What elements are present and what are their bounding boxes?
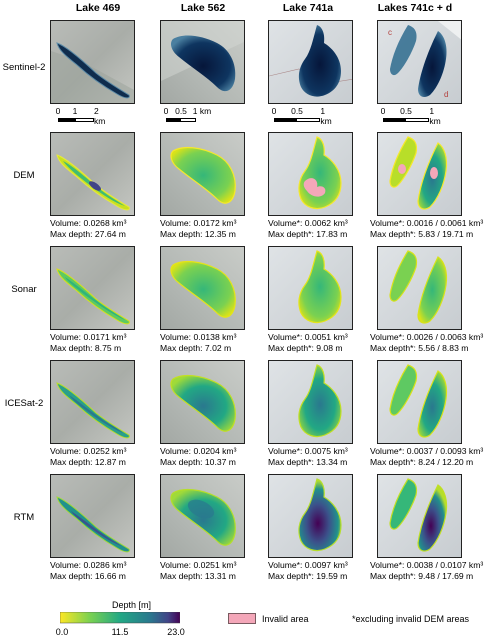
map-sonar-lake-741a	[268, 246, 353, 330]
map-dem-lakes-741cd	[377, 132, 462, 216]
lake-letter-c: c	[388, 28, 392, 37]
row-label-sentinel2: Sentinel-2	[2, 62, 46, 73]
map-rtm-lake-562	[160, 474, 245, 558]
scalebar-lake-562: 0 0.5 1 km	[164, 106, 226, 124]
map-icesat2-lakes-741cd	[377, 360, 462, 444]
caption-icesat2-lake-741a: Volume*: 0.0075 km³ Max depth*: 13.34 m	[268, 446, 348, 467]
caption-rtm-lakes-741cd: Volume*: 0.0038 / 0.0107 km³ Max depth*: …	[370, 560, 484, 581]
map-dem-lake-562	[160, 132, 245, 216]
map-rtm-lake-741a	[268, 474, 353, 558]
lake-469-water	[56, 42, 130, 99]
invalid-area	[303, 178, 326, 197]
invalid-area-label: Invalid area	[262, 614, 309, 624]
column-title-lakes-741cd: Lakes 741c + d	[377, 2, 453, 14]
legend-tick-min: 0.0	[55, 627, 69, 637]
caption-sonar-lake-469: Volume: 0.0171 km³ Max depth: 8.75 m	[50, 332, 127, 353]
lake-741c-water	[390, 25, 417, 76]
column-title-lake-741a: Lake 741a	[282, 2, 334, 14]
column-title-lake-562: Lake 562	[180, 2, 226, 14]
scalebar-lake-469: 0 1 2 km	[55, 106, 106, 126]
map-sentinel2-lakes-741cd: c d	[377, 20, 462, 104]
caption-rtm-lake-562: Volume: 0.0251 km³ Max depth: 13.31 m	[160, 560, 237, 581]
caption-dem-lake-562: Volume: 0.0172 km³ Max depth: 12.35 m	[160, 218, 237, 239]
lake-741d-water	[418, 31, 447, 97]
map-sonar-lakes-741cd	[377, 246, 462, 330]
map-dem-lake-469	[50, 132, 135, 216]
map-sentinel2-lake-741a	[268, 20, 353, 104]
row-label-icesat2: ICESat-2	[4, 398, 44, 409]
caption-dem-lake-469: Volume: 0.0268 km³ Max depth: 27.64 m	[50, 218, 127, 239]
map-rtm-lake-469	[50, 474, 135, 558]
caption-sonar-lake-741a: Volume*: 0.0051 km³ Max depth*: 9.08 m	[268, 332, 348, 353]
map-icesat2-lake-741a	[268, 360, 353, 444]
invalid-area-swatch	[228, 613, 256, 624]
row-label-sonar: Sonar	[11, 284, 37, 295]
map-sentinel2-lake-469	[50, 20, 135, 104]
map-dem-lake-741a	[268, 132, 353, 216]
lake-letter-d: d	[444, 90, 448, 99]
caption-icesat2-lake-562: Volume: 0.0204 km³ Max depth: 10.37 m	[160, 446, 237, 467]
footnote: *excluding invalid DEM areas	[352, 614, 470, 624]
map-sonar-lake-562	[160, 246, 245, 330]
row-label-dem: DEM	[13, 170, 35, 181]
legend-tick-max: 23.0	[167, 627, 185, 637]
map-icesat2-lake-562	[160, 360, 245, 444]
scalebar-lakes-741cd: 0 0.5 1 km	[380, 106, 441, 126]
depth-colorbar	[60, 612, 180, 624]
column-title-lake-469: Lake 469	[75, 2, 121, 14]
legend-title: Depth [m]	[112, 600, 152, 610]
caption-dem-lakes-741cd: Volume*: 0.0016 / 0.0061 km³ Max depth*: …	[370, 218, 484, 239]
map-rtm-lakes-741cd	[377, 474, 462, 558]
legend-tick-mid: 11.5	[111, 627, 129, 637]
map-icesat2-lake-469	[50, 360, 135, 444]
scalebar-lake-741a: 0 0.5 1 km	[271, 106, 332, 126]
row-label-rtm: RTM	[13, 512, 35, 523]
caption-rtm-lake-741a: Volume*: 0.0097 km³ Max depth*: 19.59 m	[268, 560, 348, 581]
caption-icesat2-lakes-741cd: Volume*: 0.0037 / 0.0093 km³ Max depth*: …	[370, 446, 484, 467]
lake-741a-water	[298, 25, 341, 97]
caption-dem-lake-741a: Volume*: 0.0062 km³ Max depth*: 17.83 m	[268, 218, 348, 239]
caption-sonar-lake-562: Volume: 0.0138 km³ Max depth: 7.02 m	[160, 332, 237, 353]
caption-rtm-lake-469: Volume: 0.0286 km³ Max depth: 16.66 m	[50, 560, 127, 581]
caption-sonar-lakes-741cd: Volume*: 0.0026 / 0.0063 km³ Max depth*: …	[370, 332, 484, 353]
map-sentinel2-lake-562	[160, 20, 245, 104]
map-sonar-lake-469	[50, 246, 135, 330]
caption-icesat2-lake-469: Volume: 0.0252 km³ Max depth: 12.87 m	[50, 446, 127, 467]
lake-562-water	[171, 35, 236, 92]
